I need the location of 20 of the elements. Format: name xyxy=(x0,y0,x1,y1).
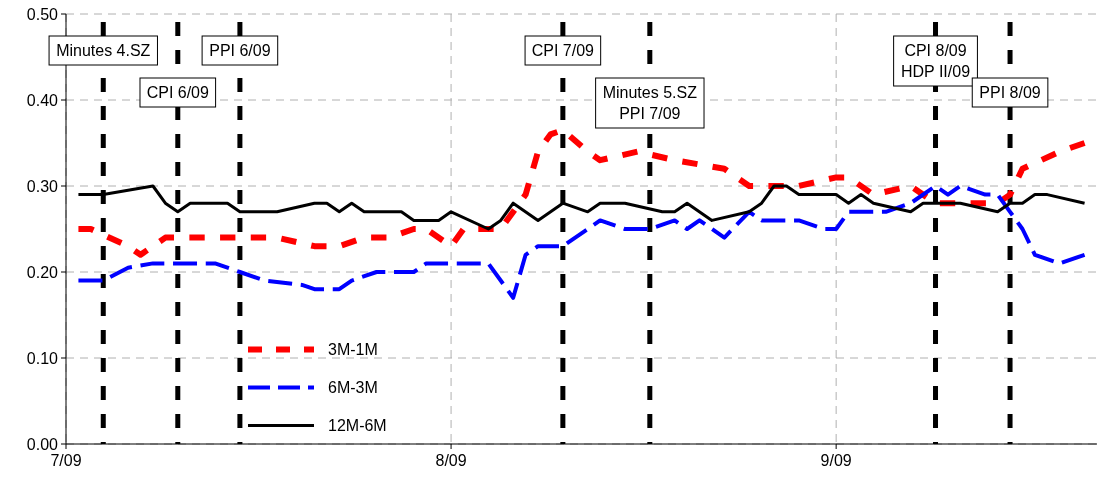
x-tick-label: 8/09 xyxy=(435,452,467,469)
ref-line-label: PPI 8/09 xyxy=(979,84,1041,101)
ref-line-label: CPI 6/09 xyxy=(146,84,210,101)
legend-label: 12M-6M xyxy=(328,417,387,434)
ref-line-label: Minutes 5.SZ PPI 7/09 xyxy=(602,84,698,122)
y-tick-label: 0.10 xyxy=(26,349,59,367)
ref-line-label: PPI 6/09 xyxy=(209,42,271,59)
legend-label: 3M-1M xyxy=(328,341,378,358)
y-tick-label: 0.40 xyxy=(26,91,59,109)
y-tick-label: 0.00 xyxy=(26,435,59,453)
ref-line-label: Minutes 4.SZ xyxy=(56,42,151,59)
x-tick-label: 9/09 xyxy=(820,452,852,469)
y-tick-label: 0.50 xyxy=(26,5,59,23)
y-tick-label: 0.20 xyxy=(26,263,59,281)
y-tick-label: 0.30 xyxy=(26,177,59,195)
ref-line-label: CPI 7/09 xyxy=(531,42,595,59)
ref-line-label: CPI 8/09 HDP II/09 xyxy=(900,42,971,80)
legend-label: 6M-3M xyxy=(328,379,378,396)
x-tick-label: 7/09 xyxy=(50,452,82,469)
line-series xyxy=(76,184,1087,300)
